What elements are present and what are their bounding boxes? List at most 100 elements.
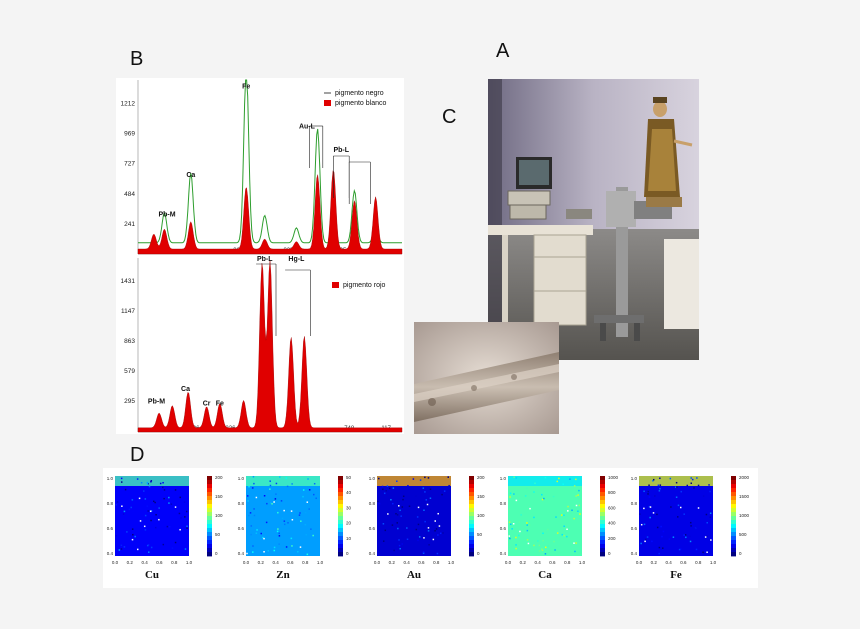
y-tick-label: 295 (124, 398, 135, 405)
map-y-tick: 1.0 (369, 476, 376, 481)
map-speckle (439, 532, 442, 535)
map-speckle (434, 530, 436, 532)
map-speckle (542, 539, 544, 542)
map-speckle (696, 477, 698, 479)
map-speckle (520, 514, 522, 516)
map-speckle (685, 536, 687, 539)
colorbar-segment (469, 528, 474, 533)
colorbar-segment (338, 484, 343, 489)
legend-label: pigmento blanco (335, 100, 386, 107)
map-speckle (675, 486, 677, 488)
map-top-band (246, 476, 320, 486)
colorbar-segment (600, 516, 605, 521)
peak-label: Pb-L (333, 147, 349, 154)
map-speckle (569, 478, 571, 480)
map-speckle (146, 544, 149, 547)
map-speckle (529, 507, 531, 510)
map-speckle (174, 506, 177, 508)
map-speckle (120, 477, 123, 480)
map-speckle (304, 523, 307, 526)
map-speckle (437, 534, 439, 536)
map-x-tick: 0.2 (258, 560, 265, 565)
map-speckle (415, 495, 417, 497)
y-tick-label: 579 (124, 368, 135, 375)
colorbar-segment (338, 540, 343, 545)
map-speckle (434, 520, 436, 522)
colorbar-segment (469, 488, 474, 493)
map-speckle (283, 523, 286, 526)
colorbar-tick: 0 (739, 551, 742, 556)
map-speckle (291, 483, 293, 485)
colorbar-tick: 10 (346, 536, 352, 541)
map-speckle (140, 482, 143, 484)
colorbar-segment (338, 492, 343, 497)
map-speckle (146, 481, 149, 484)
map-speckle (435, 538, 437, 541)
map-speckle (417, 523, 420, 526)
colorbar-tick: 100 (477, 513, 485, 518)
map-x-tick: 0.0 (243, 560, 250, 565)
map-speckle (651, 540, 653, 543)
panel-label-d: D (130, 444, 145, 466)
colorbar-segment (731, 536, 736, 541)
map-speckle (703, 552, 705, 555)
map-speckle (286, 485, 289, 488)
map-speckle (312, 534, 314, 537)
map-caption-Au: Au (407, 569, 421, 581)
map-speckle (680, 548, 682, 550)
map-speckle (639, 513, 641, 515)
map-speckle (578, 489, 580, 492)
map-speckle (120, 481, 123, 483)
map-speckle (418, 536, 421, 538)
map-speckle (290, 537, 293, 540)
colorbar-segment (338, 552, 343, 557)
colorbar-segment (600, 528, 605, 533)
map-speckle (575, 495, 577, 497)
map-speckle (710, 539, 712, 541)
y-tick-label: 863 (124, 338, 135, 345)
map-speckle (146, 505, 149, 507)
colorbar-segment (207, 552, 212, 557)
map-speckle (299, 512, 301, 514)
map-speckle (509, 492, 512, 495)
map-speckle (150, 519, 152, 522)
map-speckle (168, 496, 170, 499)
map-speckle (267, 550, 270, 552)
colorbar-segment (600, 512, 605, 517)
map-speckle (388, 487, 391, 490)
map-speckle (697, 507, 700, 509)
colorbar-segment (469, 516, 474, 521)
map-speckle (571, 509, 573, 512)
map-speckle (417, 539, 419, 542)
map-speckle (683, 513, 685, 515)
colorbar-tick: 30 (346, 505, 352, 510)
map-speckle (248, 514, 250, 517)
map-speckle (120, 544, 123, 547)
map-speckle (123, 546, 126, 548)
map-speckle (168, 525, 171, 528)
colorbar-segment (338, 476, 343, 481)
map-speckle (174, 489, 177, 491)
colorbar-segment (338, 520, 343, 525)
map-speckle (297, 551, 299, 553)
map-speckle (136, 548, 139, 551)
map-speckle (424, 520, 426, 523)
map-speckle (706, 551, 708, 554)
colorbar-segment (207, 524, 212, 529)
map-y-tick: 0.6 (631, 526, 638, 531)
map-speckle (391, 524, 394, 526)
map-speckle (575, 478, 577, 481)
map-speckle (313, 482, 316, 485)
map-speckle (255, 532, 258, 534)
map-speckle (518, 521, 521, 523)
map-x-tick: 0.4 (403, 560, 410, 565)
map-speckle (513, 493, 515, 495)
colorbar-tick: 200 (215, 475, 223, 480)
map-speckle (291, 518, 294, 521)
colorbar-segment (731, 492, 736, 497)
map-x-tick: 1.0 (710, 560, 717, 565)
legend-label: pigmento rojo (343, 282, 386, 289)
map-speckle (448, 484, 450, 487)
map-speckle (115, 534, 118, 537)
colorbar-segment (469, 536, 474, 541)
